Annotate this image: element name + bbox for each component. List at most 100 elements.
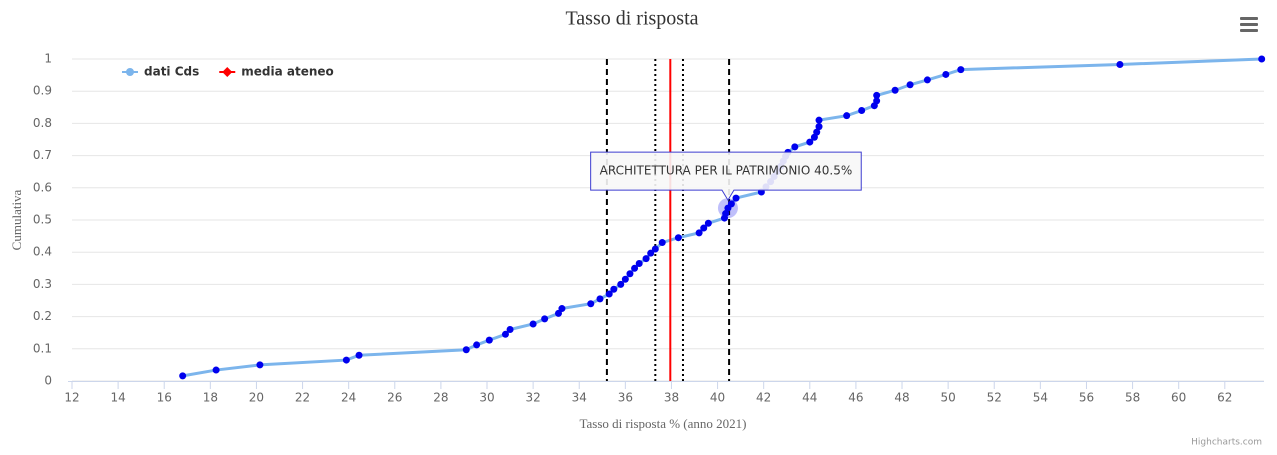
legend-label: media ateneo [241,65,334,79]
data-point [858,107,866,115]
x-tick-label: 30 [479,391,494,405]
legend-label: dati Cds [144,65,199,79]
legend-item[interactable]: dati Cds [122,65,199,79]
data-point [732,194,740,202]
x-tick-label: 46 [848,391,863,405]
y-axis-title: Cumulativa [9,189,24,250]
data-point [473,341,481,349]
data-point [942,70,950,78]
x-tick-label: 62 [1217,391,1232,405]
data-point [554,309,562,317]
y-tick-label: 0.4 [33,245,52,259]
x-tick-label: 32 [525,391,540,405]
data-point [873,91,881,99]
legend-symbol [126,68,134,76]
data-point [651,245,659,253]
x-tick-label: 20 [249,391,264,405]
data-point [815,116,823,124]
x-tick-label: 22 [295,391,310,405]
data-point [791,143,799,151]
data-point [642,255,650,263]
data-point [587,300,595,308]
y-tick-label: 0.1 [33,341,52,355]
data-point [596,295,604,303]
x-tick-label: 58 [1125,391,1140,405]
data-point [700,224,708,232]
chart-title: Tasso di risposta [565,8,698,30]
data-point [674,234,682,242]
data-point [355,351,363,359]
x-tick-label: 18 [203,391,218,405]
data-point [635,259,643,267]
data-point [212,366,220,374]
data-point [506,325,514,333]
x-tick-label: 14 [110,391,125,405]
data-point [843,112,851,120]
data-point [923,76,931,84]
legend-item[interactable]: media ateneo [219,65,334,79]
data-point [1116,60,1124,68]
data-point [342,356,350,364]
data-point [806,138,814,146]
y-tick-label: 0.2 [33,309,52,323]
x-tick-label: 12 [64,391,79,405]
tooltip: ARCHITETTURA PER IL PATRIMONIO 40.5% [590,151,862,202]
data-point [906,81,914,89]
data-point [704,219,712,227]
data-point [617,280,625,288]
y-tick-label: 0 [44,374,52,388]
x-tick-label: 28 [433,391,448,405]
data-point [485,336,493,344]
data-point [873,97,881,105]
data-point [647,249,655,257]
menu-bar [1240,29,1258,32]
x-tick-label: 52 [987,391,1002,405]
x-tick-label: 16 [157,391,172,405]
x-tick-label: 60 [1171,391,1186,405]
data-point [631,264,639,272]
x-tick-label: 48 [894,391,909,405]
data-point [541,315,549,323]
x-tick-label: 42 [756,391,771,405]
data-point [462,346,470,354]
x-tick-label: 44 [802,391,817,405]
data-point [558,305,566,313]
data-point [529,320,537,328]
x-tick-label: 26 [387,391,402,405]
x-axis-title: Tasso di risposta % (anno 2021) [580,416,747,431]
x-tick-label: 40 [710,391,725,405]
data-point [722,210,730,218]
hover-halo [717,198,738,219]
x-tick-label: 56 [1079,391,1094,405]
x-tick-label: 34 [572,391,587,405]
menu-bar [1240,17,1258,20]
y-tick-label: 0.7 [33,148,52,162]
data-point [256,361,264,369]
data-point [1258,55,1266,63]
credits[interactable]: Highcharts.com [1191,438,1262,448]
tooltip-text: ARCHITETTURA PER IL PATRIMONIO 40.5% [600,164,853,178]
y-tick-label: 0.8 [33,116,52,130]
x-tick-label: 24 [341,391,356,405]
menu-bar [1240,23,1258,26]
x-tick-label: 50 [940,391,955,405]
x-tick-label: 54 [1033,391,1048,405]
y-tick-label: 0.6 [33,180,52,194]
y-tick-label: 0.9 [33,84,52,98]
data-point [815,123,823,131]
data-point [813,128,821,136]
data-point [727,200,735,208]
x-tick-label: 38 [664,391,679,405]
y-tick-label: 0.5 [33,213,52,227]
menu-button[interactable] [1240,17,1258,32]
data-point [605,290,613,298]
data-point [957,66,965,74]
x-tick-label: 36 [618,391,633,405]
data-point [610,285,618,293]
y-tick-label: 1 [44,52,52,66]
legend-symbol [222,67,233,77]
data-point [621,275,629,283]
data-point [179,372,187,380]
